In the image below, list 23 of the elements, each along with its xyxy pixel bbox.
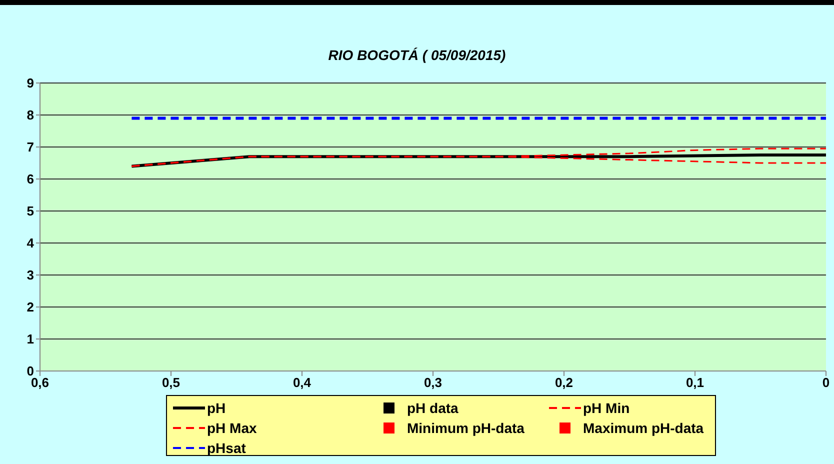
y-tick-label: 3 xyxy=(26,268,34,283)
y-tick-label: 8 xyxy=(26,108,34,123)
legend-label: pH xyxy=(207,400,226,416)
x-tick-label: 0,2 xyxy=(554,375,574,390)
legend-label: pH Min xyxy=(583,400,630,416)
x-tick-label: 0,3 xyxy=(424,375,442,390)
legend-label: Minimum pH-data xyxy=(407,420,524,436)
x-tick-label: 0,4 xyxy=(292,375,312,390)
x-tick-label: 0,5 xyxy=(162,375,180,390)
y-tick-label: 5 xyxy=(26,204,34,219)
y-tick-label: 2 xyxy=(26,300,34,315)
y-tick-label: 1 xyxy=(26,332,34,347)
y-tick-label: 7 xyxy=(26,140,34,155)
y-tick-label: 6 xyxy=(26,172,34,187)
legend-label: Maximum pH-data xyxy=(583,420,704,436)
x-tick-label: 0 xyxy=(822,375,830,390)
y-tick-label: 4 xyxy=(26,236,35,251)
legend-label: pH data xyxy=(407,400,458,416)
legend-label: pHsat xyxy=(207,440,246,456)
x-tick-label: 0,1 xyxy=(686,375,704,390)
chart-title: RIO BOGOTÁ ( 05/09/2015) xyxy=(327,47,507,63)
y-tick-label: 9 xyxy=(26,76,34,91)
legend-label: pH Max xyxy=(207,420,257,436)
